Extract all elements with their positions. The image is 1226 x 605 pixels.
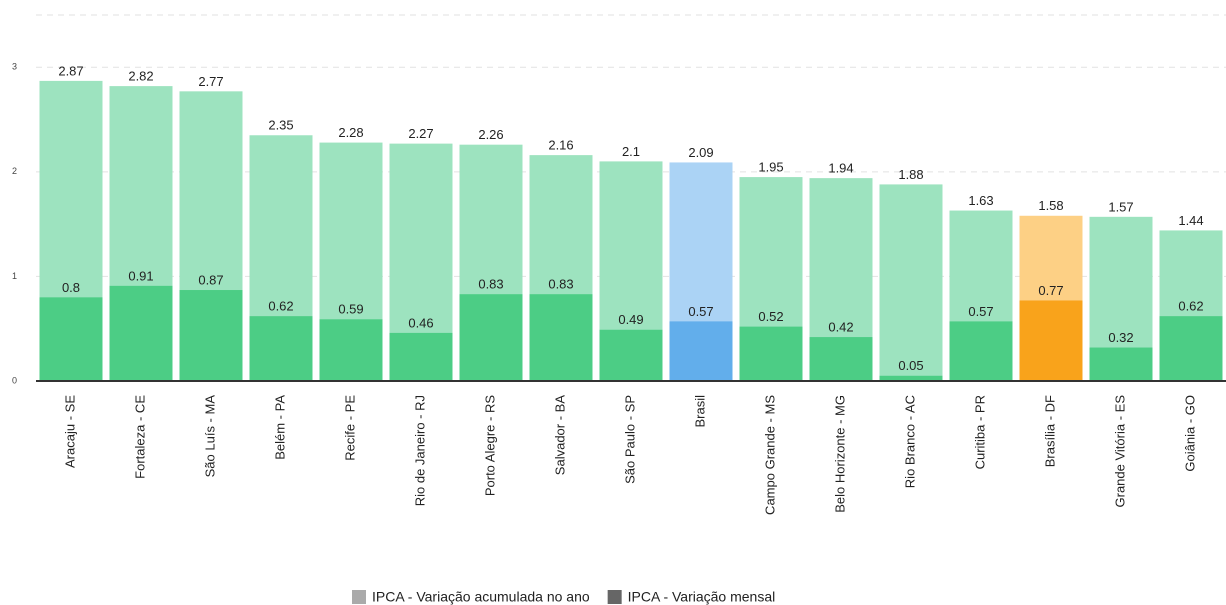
bar xyxy=(529,294,593,381)
value-label: 0.77 xyxy=(1038,283,1063,298)
x-tick-label: Salvador - BA xyxy=(552,395,567,476)
legend-swatch xyxy=(607,590,622,604)
x-tick-label: Rio Branco - AC xyxy=(902,395,917,488)
legend-swatch xyxy=(352,590,366,604)
value-label: 0.8 xyxy=(62,280,80,295)
value-label: 0.05 xyxy=(898,358,923,373)
x-tick-label: Curitiba - PR xyxy=(972,395,987,469)
value-label: 2.26 xyxy=(478,127,503,142)
value-label: 2.28 xyxy=(338,125,363,140)
legend-label: IPCA - Variação acumulada no ano xyxy=(372,589,590,605)
value-label: 0.49 xyxy=(618,312,643,327)
value-label: 0.46 xyxy=(408,315,433,330)
value-label: 1.95 xyxy=(758,160,783,175)
value-label: 0.83 xyxy=(478,277,503,292)
x-tick-label: Grande Vitória - ES xyxy=(1112,395,1127,508)
legend-label: IPCA - Variação mensal xyxy=(628,589,776,605)
bar xyxy=(179,290,243,381)
x-tick-label: Belo Horizonte - MG xyxy=(832,395,847,513)
value-label: 0.62 xyxy=(268,299,293,314)
bar xyxy=(739,326,803,381)
bar xyxy=(599,329,663,381)
x-tick-label: Goiânia - GO xyxy=(1182,395,1197,472)
y-tick-label: 1 xyxy=(12,271,17,281)
bar xyxy=(389,332,453,381)
bar xyxy=(879,184,943,381)
x-tick-label: Rio de Janeiro - RJ xyxy=(412,395,427,506)
y-tick-label: 3 xyxy=(12,62,17,72)
value-label: 2.09 xyxy=(688,145,713,160)
value-label: 0.32 xyxy=(1108,330,1133,345)
bar xyxy=(249,316,313,381)
value-label: 1.94 xyxy=(828,161,853,176)
value-label: 2.1 xyxy=(622,144,640,159)
value-label: 0.83 xyxy=(548,277,573,292)
x-tick-label: São Luís - MA xyxy=(202,395,217,478)
x-tick-label: Brasil xyxy=(692,395,707,428)
bar xyxy=(1159,316,1223,381)
bar xyxy=(459,294,523,381)
value-label: 0.62 xyxy=(1178,299,1203,314)
value-label: 1.58 xyxy=(1038,198,1063,213)
value-label: 1.44 xyxy=(1178,213,1203,228)
x-tick-label: Fortaleza - CE xyxy=(132,395,147,479)
x-tick-label: Brasília - DF xyxy=(1042,395,1057,467)
bar xyxy=(809,337,873,381)
value-label: 1.63 xyxy=(968,193,993,208)
value-label: 0.42 xyxy=(828,320,853,335)
x-tick-label: Aracaju - SE xyxy=(62,395,77,468)
value-label: 2.16 xyxy=(548,138,573,153)
value-label: 0.57 xyxy=(968,304,993,319)
value-label: 1.88 xyxy=(898,167,923,182)
value-label: 1.57 xyxy=(1108,199,1133,214)
value-label: 2.35 xyxy=(268,118,293,133)
y-tick-label: 0 xyxy=(12,375,17,385)
bar xyxy=(949,321,1013,381)
value-label: 2.82 xyxy=(128,69,153,84)
bar xyxy=(319,319,383,381)
value-label: 0.91 xyxy=(128,268,153,283)
value-label: 0.59 xyxy=(338,302,363,317)
x-tick-label: Recife - PE xyxy=(342,395,357,461)
value-label: 2.27 xyxy=(408,126,433,141)
bar xyxy=(109,285,173,381)
bar xyxy=(39,297,103,381)
bar xyxy=(1089,347,1153,381)
value-label: 2.87 xyxy=(58,63,83,78)
x-tick-label: Belém - PA xyxy=(272,395,287,460)
y-tick-label: 2 xyxy=(12,166,17,176)
value-label: 2.77 xyxy=(198,74,223,89)
value-label: 0.52 xyxy=(758,309,783,324)
x-tick-label: Campo Grande - MS xyxy=(762,395,777,515)
bar xyxy=(669,321,733,381)
bar xyxy=(879,375,943,381)
x-tick-label: São Paulo - SP xyxy=(622,395,637,484)
value-label: 0.57 xyxy=(688,304,713,319)
bar xyxy=(1019,300,1083,381)
x-tick-label: Porto Alegre - RS xyxy=(482,395,497,496)
value-label: 0.87 xyxy=(198,272,223,287)
